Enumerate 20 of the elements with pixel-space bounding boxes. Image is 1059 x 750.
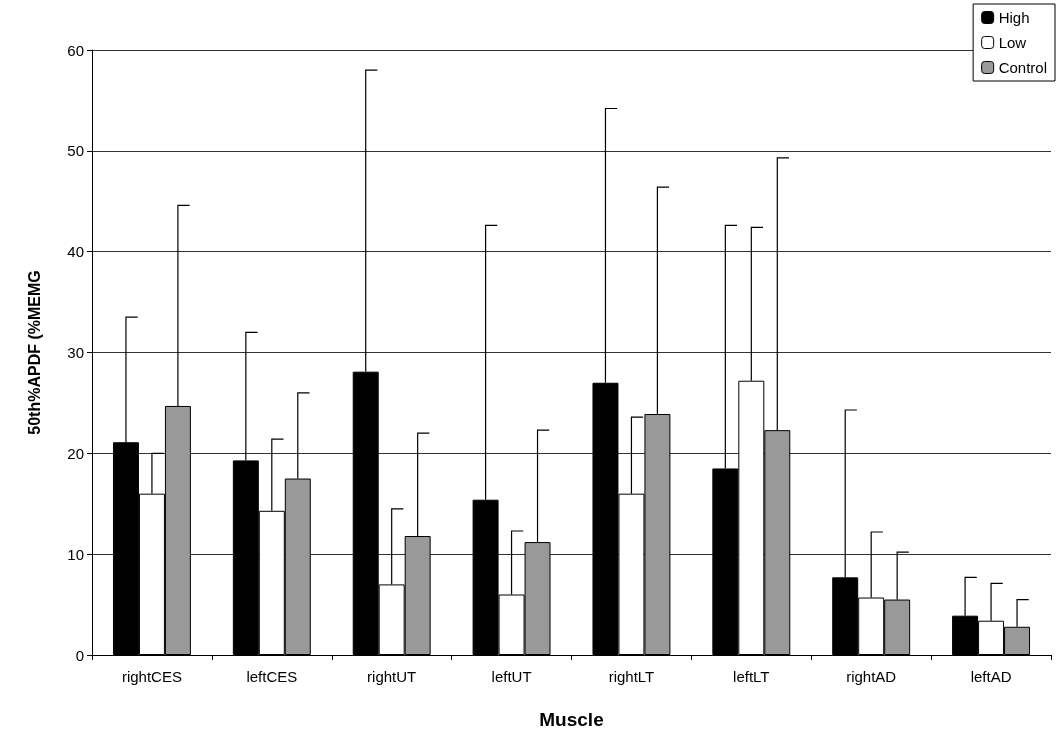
y-tick-label: 60	[67, 41, 84, 59]
x-tick-label: rightLT	[608, 668, 655, 685]
x-tick-label: rightAD	[846, 668, 897, 685]
y-tick-label: 30	[67, 344, 84, 361]
legend-label: Low	[998, 34, 1027, 51]
y-tick-label: 50	[67, 142, 84, 160]
y-axis-title: 50th%APDF (%MEMG	[25, 270, 43, 435]
y-tick-label: 0	[75, 646, 84, 664]
y-tick-label: 40	[67, 243, 84, 261]
x-axis-title: Muscle	[539, 709, 604, 730]
legend-label: High	[998, 9, 1030, 26]
x-tick-label: rightUT	[367, 668, 417, 685]
x-tick-label: leftCES	[246, 668, 298, 685]
x-tick-label: rightCES	[121, 668, 182, 685]
legend-label: Control	[998, 59, 1047, 76]
y-tick-label: 10	[67, 545, 84, 563]
x-tick-label: leftAD	[970, 668, 1012, 685]
y-tick-label: 20	[67, 444, 84, 462]
x-tick-label: leftUT	[491, 668, 532, 685]
x-tick-label: leftLT	[733, 668, 770, 685]
